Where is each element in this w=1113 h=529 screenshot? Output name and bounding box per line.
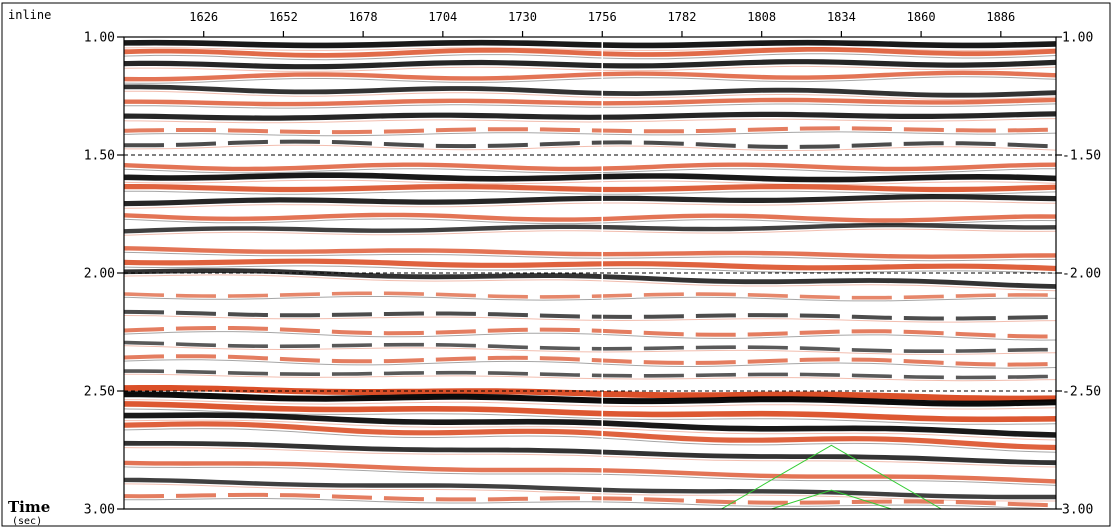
x-tick-label-1886: 1886	[986, 10, 1015, 24]
reflection-side-25	[124, 399, 1056, 410]
reflection-14	[124, 222, 1056, 234]
y-axis-left-ticks: 1.00 1.50 2.00 2.50 3.00	[84, 31, 124, 518]
y-axis-right-ticks: 1.00 -1.50 -2.00 -2.50 3.00	[1056, 31, 1101, 518]
reflection-side-2	[124, 65, 1056, 72]
y-tick-right-label-4: 3.00	[1062, 503, 1093, 518]
y-tick-left-label-1: 1.50	[84, 149, 115, 164]
reflection-31	[124, 477, 1056, 500]
y-tick-right-label-3: -2.50	[1062, 385, 1101, 400]
reflection-side-26	[124, 408, 1056, 425]
reflection-10	[124, 172, 1056, 183]
reflection-side-15	[124, 251, 1056, 262]
y-tick-left-label-0: 1.00	[84, 31, 115, 46]
reflection-side-10	[124, 179, 1056, 186]
reflection-29	[124, 440, 1056, 466]
reflection-12	[124, 193, 1056, 207]
overlay-line-inner	[771, 489, 892, 509]
reflection-side-9	[124, 168, 1056, 174]
reflection-side-7	[124, 131, 1056, 137]
reflection-15	[124, 246, 1056, 259]
reflection-side-31	[124, 483, 1056, 502]
y-tick-right-label-1: -1.50	[1062, 149, 1101, 164]
reflection-11	[124, 184, 1056, 193]
reflection-1	[124, 47, 1056, 58]
y-tick-left-label-3: 2.50	[84, 385, 115, 400]
x-tick-label-1808: 1808	[747, 10, 776, 24]
green-overlay-lines	[721, 444, 942, 509]
reflection-30	[124, 460, 1056, 484]
reflection-side-18	[124, 296, 1056, 302]
y-tick-left-label-4: 3.00	[84, 503, 115, 518]
reflection-side-11	[124, 190, 1056, 195]
reflection-side-14	[124, 228, 1056, 236]
reflection-4	[124, 84, 1056, 98]
x-tick-label-1860: 1860	[907, 10, 936, 24]
x-tick-label-1756: 1756	[588, 10, 617, 24]
reflection-side-27	[124, 419, 1056, 441]
reflection-side-6	[124, 118, 1056, 124]
reflection-side-20	[124, 331, 1056, 341]
reflection-side-28	[124, 428, 1056, 453]
reflection-side-17	[124, 274, 1056, 292]
reflection-side-22	[124, 359, 1056, 369]
x-tick-label-1652: 1652	[269, 10, 298, 24]
reflection-side-1	[124, 53, 1056, 61]
reflection-side-29	[124, 447, 1056, 468]
reflection-26	[124, 401, 1056, 423]
reflection-13	[124, 212, 1056, 223]
reflection-side-32	[124, 497, 1056, 509]
reflection-side-8	[124, 144, 1056, 151]
x-tick-label-1834: 1834	[827, 10, 856, 24]
reflection-side-3	[124, 76, 1056, 84]
reflection-side-23	[124, 373, 1056, 382]
reflection-side-5	[124, 103, 1056, 109]
dashed-time-gridlines	[124, 154, 1056, 392]
x-axis-ticks: 1626 1652 1678 1704 1730 1756 1782 1808 1834 1860…	[189, 10, 1015, 37]
y-tick-right-label-0: 1.00	[1062, 31, 1093, 46]
y-tick-left-label-2: 2.00	[84, 267, 115, 282]
x-tick-label-1626: 1626	[189, 10, 218, 24]
y-tick-right-label-2: -2.00	[1062, 267, 1101, 282]
reflection-side-19	[124, 315, 1056, 323]
overlay-line-outer	[721, 444, 942, 509]
reflection-side-21	[124, 345, 1056, 355]
reflection-side-30	[124, 466, 1056, 486]
reflection-27	[124, 412, 1056, 438]
reflection-side-12	[124, 200, 1056, 209]
reflection-25	[124, 391, 1056, 407]
reflection-3	[124, 70, 1056, 82]
reflection-16	[124, 258, 1056, 272]
reflection-9	[124, 162, 1056, 172]
reflection-side-16	[124, 265, 1056, 274]
corner-label-inline: inline	[8, 8, 51, 22]
reflection-2	[124, 59, 1056, 70]
y-axis-unit: (sec)	[12, 516, 42, 527]
y-axis-title: Time	[8, 498, 50, 516]
reflection-5	[124, 97, 1056, 107]
x-tick-label-1678: 1678	[349, 10, 378, 24]
seismic-amplitude-image	[124, 37, 1056, 509]
reflection-6	[124, 111, 1056, 121]
x-tick-label-1782: 1782	[668, 10, 697, 24]
reflection-side-4	[124, 90, 1056, 101]
x-tick-label-1704: 1704	[428, 10, 457, 24]
x-tick-label-1730: 1730	[508, 10, 537, 24]
reflection-17	[124, 268, 1056, 289]
reflection-0	[124, 39, 1056, 49]
reflection-28	[124, 421, 1056, 451]
